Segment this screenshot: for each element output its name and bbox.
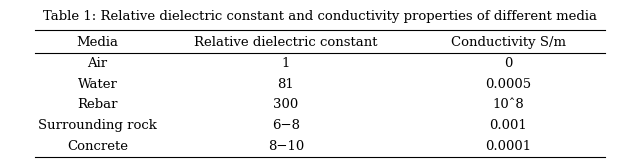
Text: 81: 81 (277, 77, 294, 91)
Text: Table 1: Relative dielectric constant and conductivity properties of different m: Table 1: Relative dielectric constant an… (43, 10, 597, 23)
Text: 1: 1 (282, 57, 290, 70)
Text: 6−8: 6−8 (272, 119, 300, 132)
Text: 0.001: 0.001 (490, 119, 527, 132)
Text: 10ˆ8: 10ˆ8 (492, 98, 524, 111)
Text: Conductivity S/m: Conductivity S/m (451, 36, 566, 49)
Text: 0.0005: 0.0005 (485, 77, 531, 91)
Text: 0.0001: 0.0001 (485, 140, 531, 153)
Text: 8−10: 8−10 (268, 140, 304, 153)
Text: 300: 300 (273, 98, 298, 111)
Text: Surrounding rock: Surrounding rock (38, 119, 157, 132)
Text: Relative dielectric constant: Relative dielectric constant (194, 36, 378, 49)
Text: 0: 0 (504, 57, 513, 70)
Text: Air: Air (88, 57, 108, 70)
Text: Concrete: Concrete (67, 140, 128, 153)
Text: Water: Water (77, 77, 118, 91)
Text: Rebar: Rebar (77, 98, 118, 111)
Text: Media: Media (77, 36, 118, 49)
